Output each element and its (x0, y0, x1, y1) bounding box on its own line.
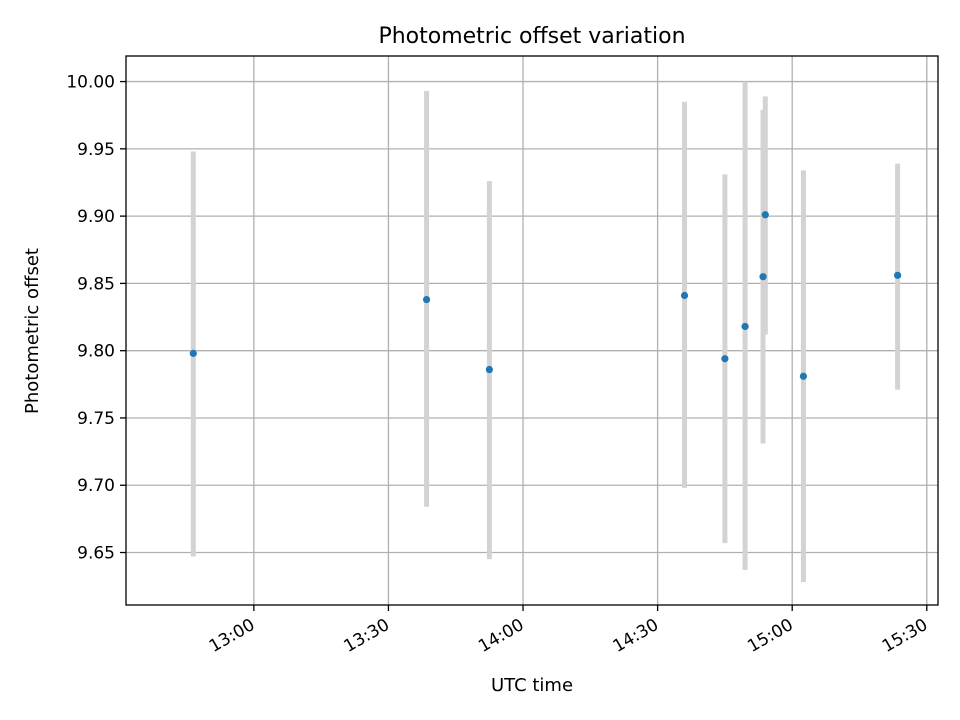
y-tick-label: 9.70 (77, 476, 115, 496)
data-point (761, 211, 769, 219)
data-point (799, 372, 808, 380)
y-tick-label: 9.65 (77, 544, 115, 564)
data-point (894, 271, 902, 279)
data-point (741, 322, 749, 331)
y-tick-label: 9.90 (77, 207, 115, 227)
y-axis-label: Photometric offset (22, 248, 43, 414)
data-point (759, 273, 767, 281)
data-point (422, 295, 431, 304)
plot-frame (125, 55, 939, 606)
data-point (485, 365, 493, 374)
data-points (189, 211, 902, 380)
grid (126, 56, 938, 605)
data-point (189, 349, 197, 357)
y-tick-label: 9.95 (77, 140, 115, 160)
y-tick-label: 9.85 (77, 274, 115, 294)
y-tick-label: 9.80 (77, 342, 115, 362)
data-point (721, 355, 729, 363)
x-axis-label: UTC time (491, 675, 573, 696)
y-tick-label: 10.00 (66, 73, 115, 93)
data-point (680, 291, 689, 300)
chart-title: Photometric offset variation (378, 24, 685, 49)
y-tick-label: 9.75 (77, 409, 115, 429)
